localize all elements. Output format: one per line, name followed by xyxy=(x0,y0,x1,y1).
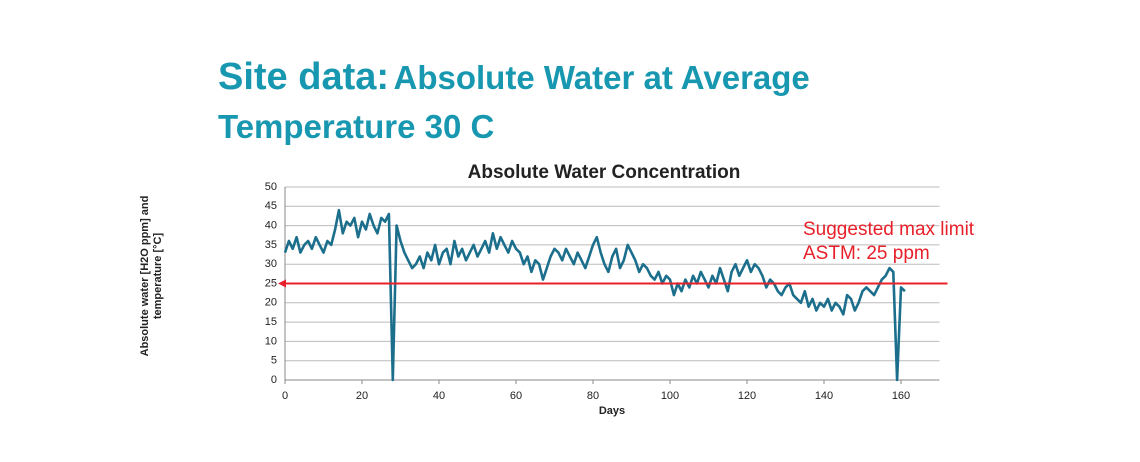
reference-arrow xyxy=(278,279,286,288)
x-axis-label: Days xyxy=(599,405,625,417)
x-tick-label: 100 xyxy=(661,390,679,402)
y-tick-label: 25 xyxy=(265,277,277,289)
y-tick-label: 5 xyxy=(271,355,277,367)
y-tick-label: 20 xyxy=(265,297,277,309)
y-tick-label: 45 xyxy=(265,200,277,212)
y-tick-label: 35 xyxy=(265,239,277,251)
y-tick-label: 0 xyxy=(271,374,277,386)
y-tick-label: 15 xyxy=(265,316,277,328)
reference-label: Suggested max limit ASTM: 25 ppm xyxy=(803,219,975,264)
title-lead: Site data: xyxy=(218,56,390,98)
slide-title: Site data: Absolute Water at Average Tem… xyxy=(218,56,938,155)
data-line xyxy=(283,208,906,382)
chart-title: Absolute Water Concentration xyxy=(468,162,741,183)
y-tick-label: 30 xyxy=(265,258,277,270)
x-tick-label: 20 xyxy=(356,390,368,402)
title-rest: Absolute Water at Average Temperature 30… xyxy=(218,59,810,145)
x-tick-label: 80 xyxy=(587,390,599,402)
y-tick-label: 10 xyxy=(265,335,277,347)
y-axis-label: Absolute water [H2O ppm] and temperature… xyxy=(139,195,164,357)
x-tick-label: 140 xyxy=(815,390,833,402)
x-tick-label: 120 xyxy=(738,390,756,402)
x-tick-label: 60 xyxy=(510,390,522,402)
x-tick-label: 40 xyxy=(433,390,445,402)
y-tick-label: 50 xyxy=(265,181,277,193)
y-tick-label: 40 xyxy=(265,220,277,232)
x-tick-label: 160 xyxy=(892,390,910,402)
x-tick-label: 0 xyxy=(282,390,288,402)
